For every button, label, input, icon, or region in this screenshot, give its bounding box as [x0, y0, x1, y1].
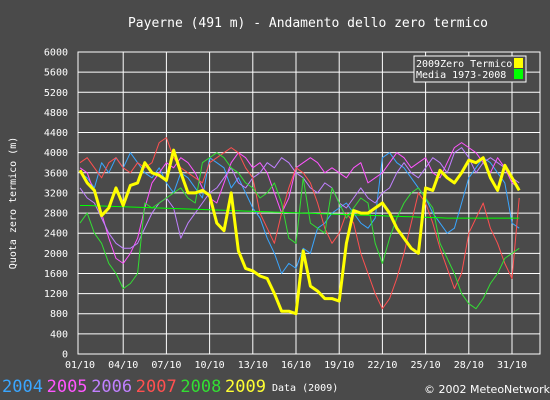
grid [78, 52, 540, 354]
chart-title: Payerne (491 m) - Andamento dello zero t… [128, 16, 488, 31]
y-tick-label: 5600 [44, 68, 68, 79]
x-tick-label: 10/10 [195, 360, 225, 371]
year-label: 2007 [136, 377, 177, 397]
y-tick-label: 5200 [44, 88, 68, 99]
x-tick-label: 04/10 [108, 360, 138, 371]
credit: © 2002 MeteoNetwork [424, 383, 550, 396]
x-axis-label-text: Data (200 [272, 383, 326, 394]
series-line-2007 [79, 137, 520, 310]
series-line-2006 [79, 147, 520, 249]
x-tick-label: 28/10 [454, 360, 484, 371]
x-axis-label-suffix: 9) [326, 383, 338, 394]
y-tick-label: 6000 [44, 48, 68, 59]
x-tick-label: 16/10 [281, 360, 311, 371]
y-tick-label: 2000 [44, 249, 68, 260]
legend-label: Media 1973-2008 [416, 70, 506, 81]
series-line-2009zero-termico [78, 148, 521, 316]
x-tick-label: 07/10 [151, 360, 181, 371]
legend-box [413, 55, 527, 83]
y-tick-label: 2800 [44, 209, 68, 220]
y-tick-label: 1600 [44, 269, 68, 280]
series-line-2005 [79, 142, 520, 264]
year-label: 2008 [180, 377, 221, 397]
legend-swatch [514, 69, 523, 79]
x-axis: 01/10 04/10 07/10 10/10 13/10 16/10 19/10 22/10… [65, 360, 527, 371]
y-tick-label: 3600 [44, 168, 68, 179]
legend-label: 2009Zero Termico [416, 59, 512, 70]
x-tick-label: 13/10 [238, 360, 268, 371]
y-tick-label: 4400 [44, 128, 68, 139]
y-axis-label: Quota zero termico (m) [8, 137, 19, 269]
series-group [78, 137, 521, 316]
plot-frame [77, 51, 541, 355]
x-tick-label: 19/10 [324, 360, 354, 371]
year-label: 2009 [225, 377, 266, 397]
plot-area: 0 400 800 1200 1600 2000 2400 2800 3200 3600 4000 4… [44, 48, 541, 371]
y-axis: 0 400 800 1200 1600 2000 2400 2800 3200 3600 4000 4… [44, 48, 68, 361]
x-tick-label: 22/10 [367, 360, 397, 371]
x-axis-label: Data (2009) [272, 383, 338, 394]
x-tick-label: 25/10 [411, 360, 441, 371]
y-tick-label: 400 [50, 329, 68, 340]
series-line-2008 [79, 152, 520, 310]
y-tick-label: 1200 [44, 289, 68, 300]
x-tick-label: 31/10 [497, 360, 527, 371]
y-tick-label: 0 [62, 350, 68, 361]
y-tick-label: 3200 [44, 188, 68, 199]
y-tick-label: 800 [50, 309, 68, 320]
series-line-media-1973-2008 [80, 205, 520, 219]
y-tick-label: 2400 [44, 229, 68, 240]
y-tick-label: 4800 [44, 108, 68, 119]
y-tick-label: 4000 [44, 148, 68, 159]
year-label: 2006 [91, 377, 132, 397]
year-label: 2004 [2, 377, 43, 397]
series-line-2004 [79, 152, 520, 274]
legend-swatch [514, 58, 523, 68]
x-tick-label: 01/10 [65, 360, 95, 371]
year-label: 2005 [47, 377, 88, 397]
year-labels: 2004 2005 2006 2007 2008 2009 [2, 377, 266, 397]
